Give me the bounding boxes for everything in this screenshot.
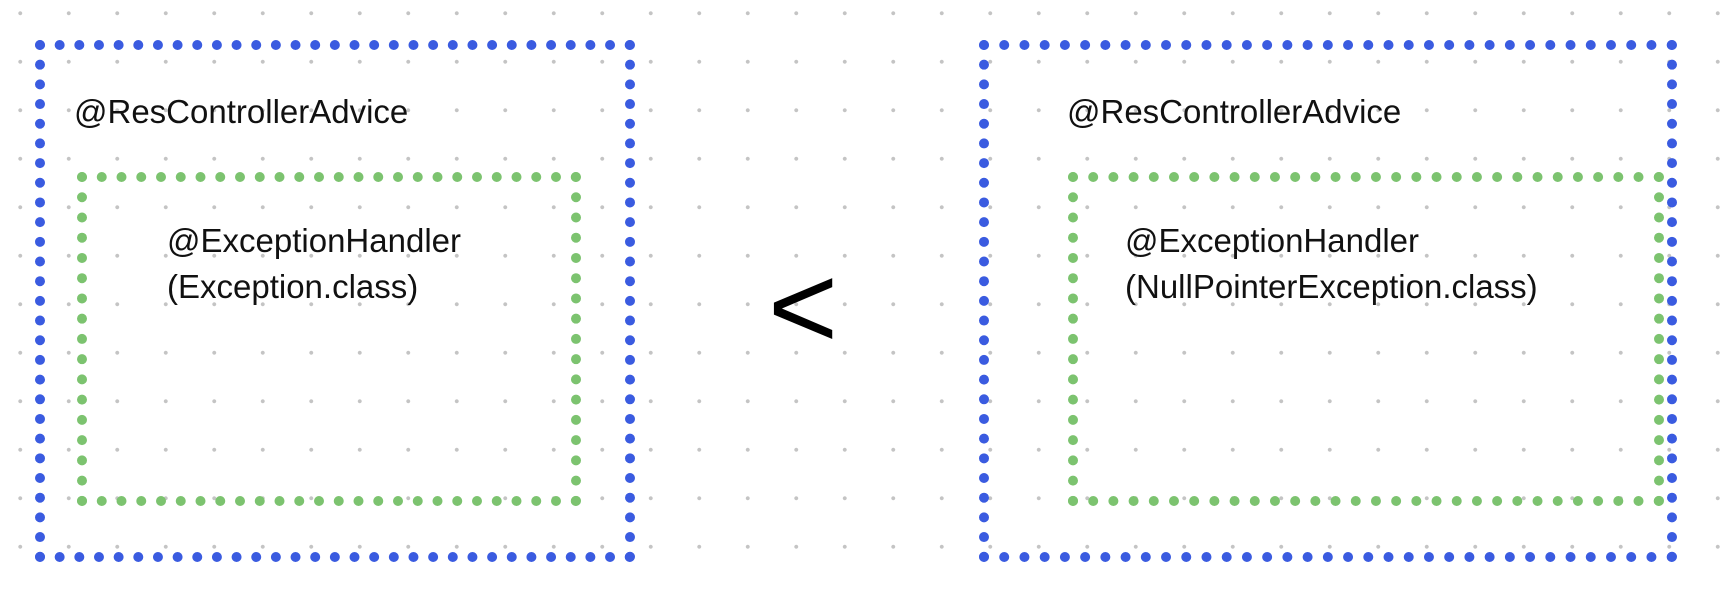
right-controller-advice-box xyxy=(979,40,1677,562)
right-controller-advice-label: @ResControllerAdvice xyxy=(1067,93,1402,130)
right-exception-handler-label: @ExceptionHandler (NullPointerException.… xyxy=(1125,218,1538,310)
less-than-symbol: < xyxy=(768,240,839,374)
left-exception-handler-box xyxy=(77,172,581,506)
right-exception-handler-argument: (NullPointerException.class) xyxy=(1125,268,1538,305)
left-controller-advice-box xyxy=(35,40,635,562)
left-exception-handler-annotation: @ExceptionHandler xyxy=(167,222,461,259)
left-exception-handler-label: @ExceptionHandler (Exception.class) xyxy=(167,218,461,310)
right-exception-handler-annotation: @ExceptionHandler xyxy=(1125,222,1419,259)
right-exception-handler-box xyxy=(1068,172,1664,506)
left-exception-handler-argument: (Exception.class) xyxy=(167,268,419,305)
left-controller-advice-label: @ResControllerAdvice xyxy=(74,93,409,130)
